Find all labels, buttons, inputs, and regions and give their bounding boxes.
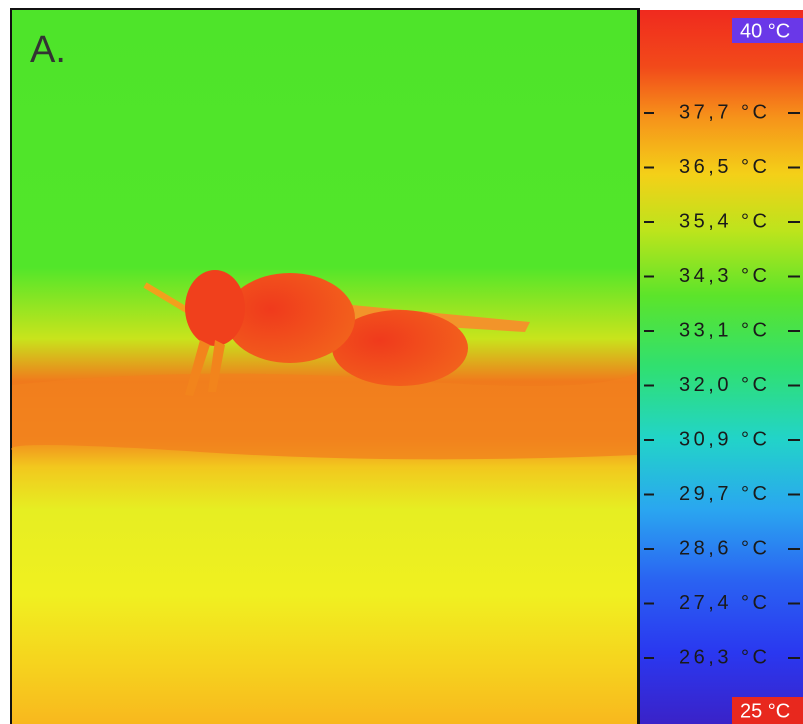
thermal-image bbox=[12, 10, 637, 724]
panel-label: A. bbox=[30, 29, 66, 71]
min-label: 25 °C bbox=[740, 700, 790, 722]
thermal-screenshot: A. 40 °C 25 °C 37,7 °C36,5 °C35,4 °C34,3… bbox=[0, 0, 803, 724]
page: A. 40 °C 25 °C 37,7 °C36,5 °C35,4 °C34,3… bbox=[0, 0, 803, 724]
max-label: 40 °C bbox=[740, 20, 790, 42]
